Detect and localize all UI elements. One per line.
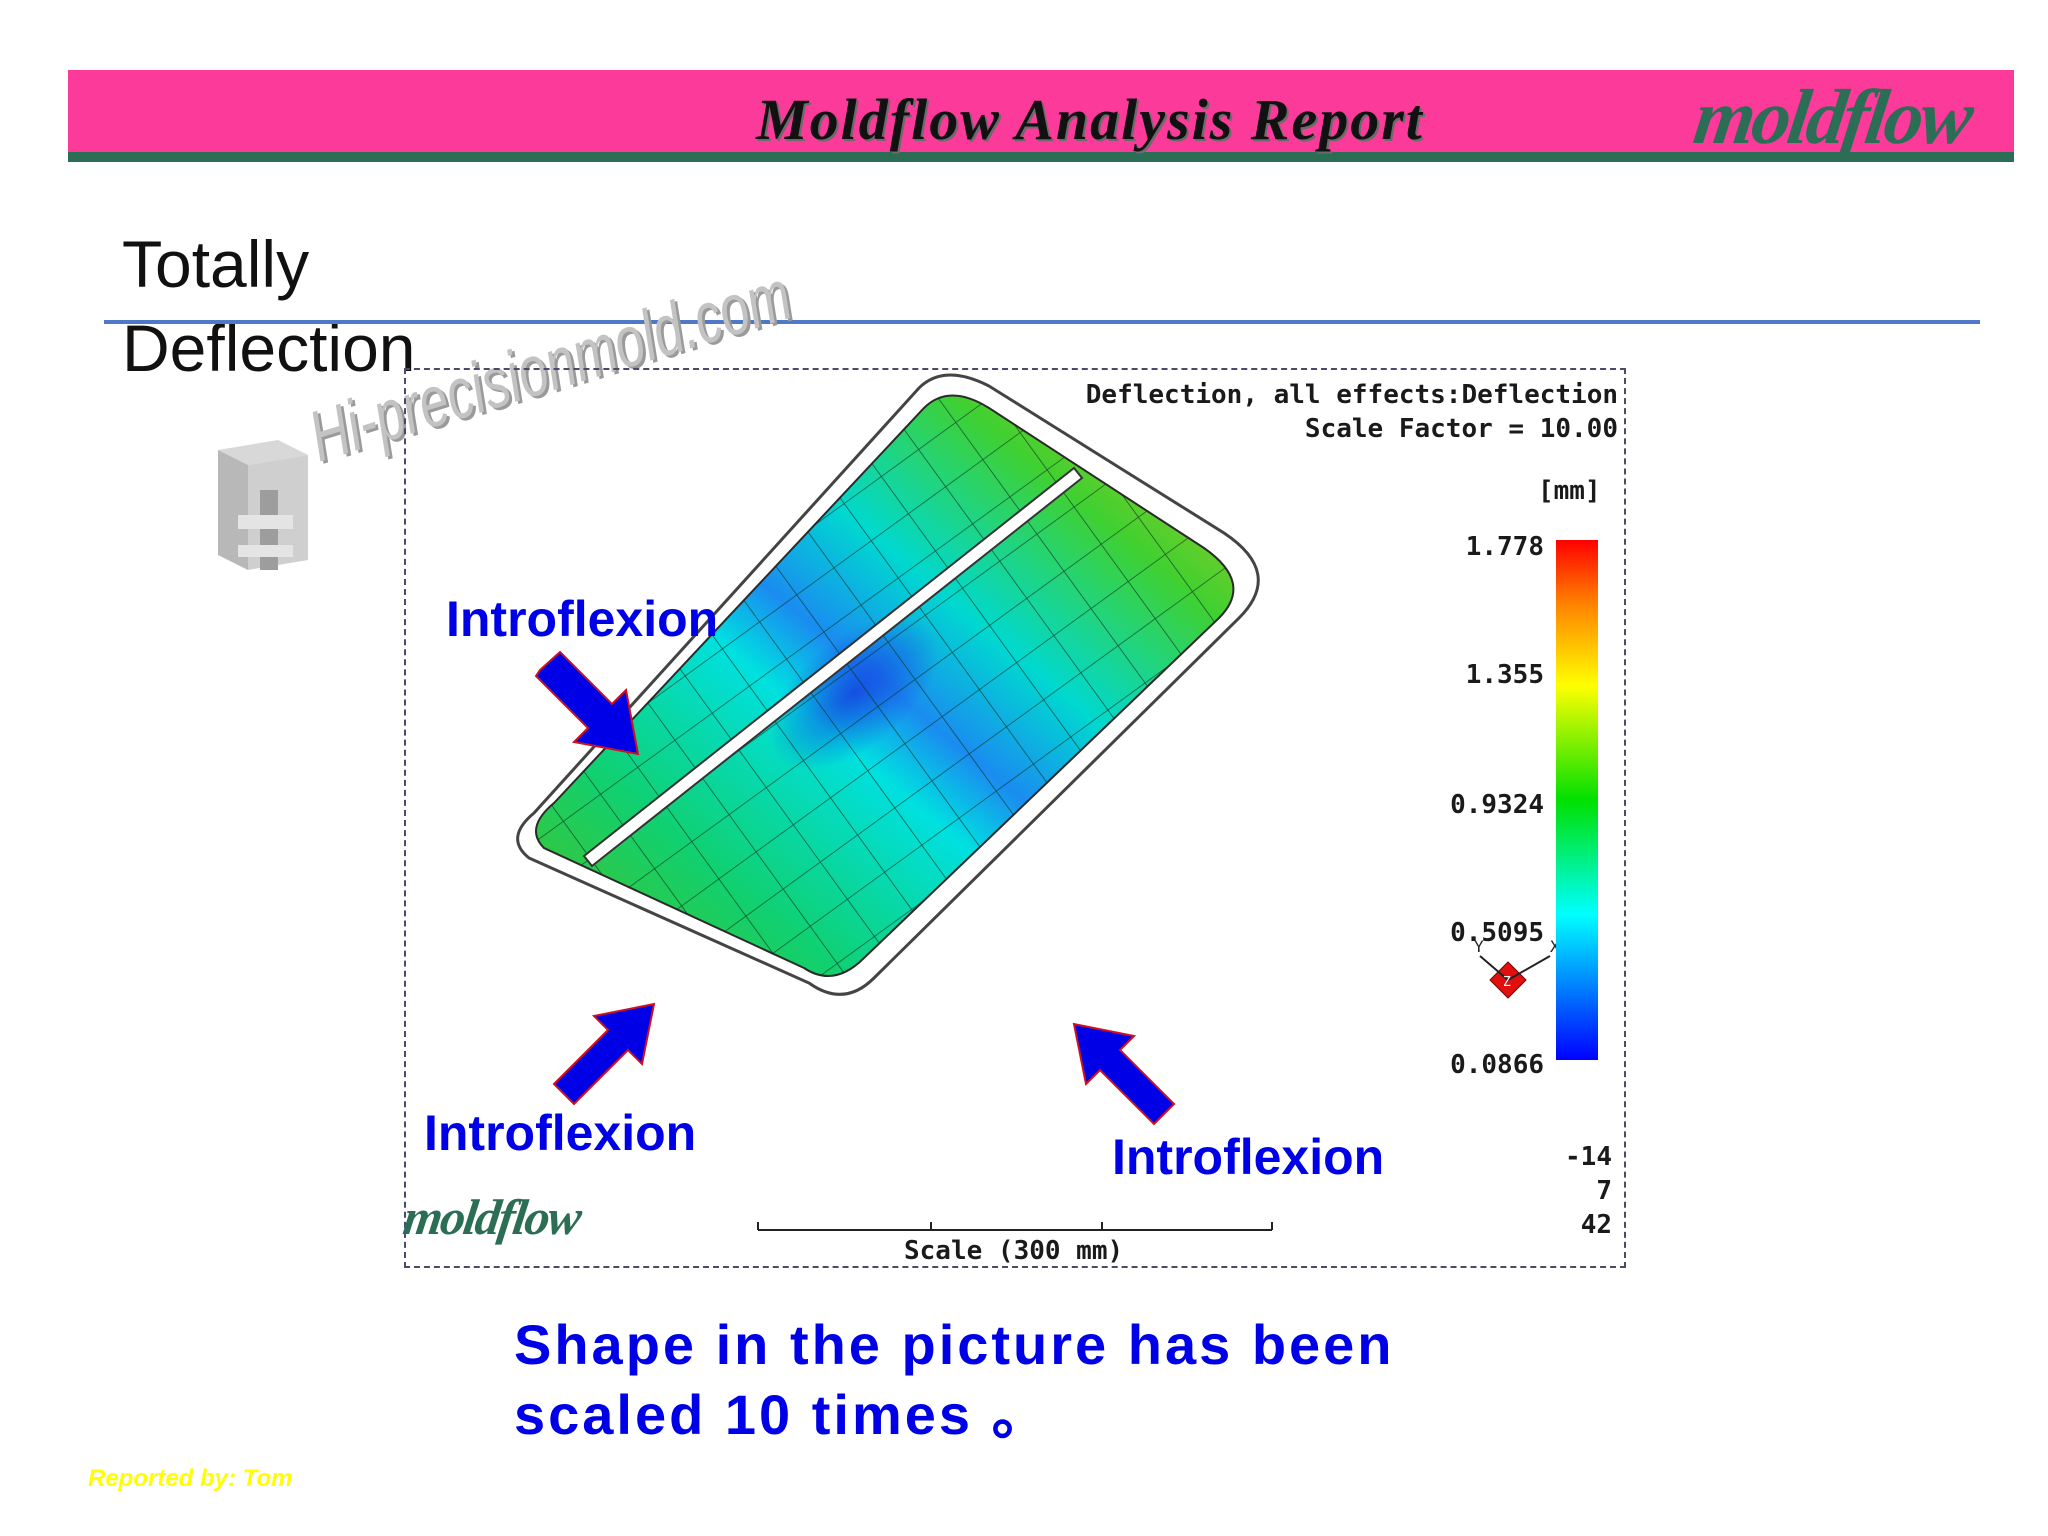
orientation-value-2: 7 [1596,1176,1612,1206]
reporter-label: Reported by: Tom [88,1465,293,1492]
slide-title: Totally Deflection [122,227,416,385]
header-underline [68,152,2014,162]
introflexion-label-top: Introflexion [446,591,719,647]
orientation-value-1: -14 [1565,1142,1612,1172]
axis-y-label: Y [1474,937,1484,956]
axis-x-label: X [1550,937,1560,956]
plot-title-line-1: Deflection, all effects:Deflection [1085,380,1618,410]
header-bar [68,70,2014,156]
moldflow-logo: moldflow [1688,73,1977,160]
plot-title-line-2: Scale Factor = 10.00 [1304,414,1618,444]
caption: Shape in the picture has been scaled 10 … [514,1313,1395,1446]
legend-tick-min: 0.0866 [1450,1050,1544,1080]
arrow-down-right-icon [534,650,640,756]
orientation-value-3: 42 [1580,1210,1612,1240]
axis-z-label: Z [1503,975,1511,990]
introflexion-label-bottom-right: Introflexion [1112,1129,1385,1185]
legend-tick-2: 1.355 [1465,660,1544,690]
legend-tick-3: 0.9324 [1450,790,1544,820]
legend-color-bar [1556,540,1598,1060]
plot-title: Deflection, all effects:Deflection Scale… [1086,378,1618,446]
plot-frame [404,368,1626,1268]
legend-tick-4: 0.5095 [1450,918,1544,948]
arrow-up-left-icon [1072,1022,1176,1126]
legend-tick-max: 1.778 [1465,532,1544,562]
deflection-plot: Y X Z [516,373,1560,1231]
introflexion-label-bottom-left: Introflexion [424,1105,697,1161]
title-rule [104,320,1980,324]
orientation-values: -14 7 42 [1565,1140,1612,1242]
scale-label: Scale (300 mm) [904,1236,1124,1266]
arrow-up-right-icon [552,1002,656,1106]
plot-moldflow-logo: moldflow [400,1189,584,1245]
legend-unit: [mm] [1538,476,1601,506]
mold-component-icon [218,440,308,570]
report-title: Moldflow Analysis Report [756,87,1424,152]
